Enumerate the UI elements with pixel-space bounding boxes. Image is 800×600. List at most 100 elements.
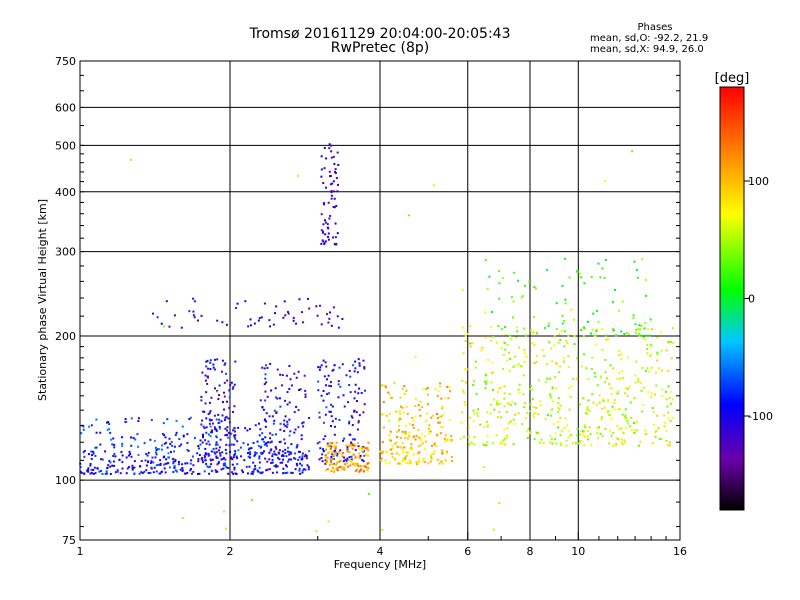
data-point bbox=[268, 458, 271, 461]
data-point bbox=[188, 418, 191, 421]
data-point bbox=[441, 426, 444, 429]
data-point bbox=[594, 375, 597, 378]
data-point bbox=[607, 410, 610, 413]
data-point bbox=[233, 405, 236, 408]
data-point bbox=[588, 426, 591, 429]
data-point bbox=[350, 441, 353, 444]
data-point bbox=[348, 444, 351, 447]
data-point bbox=[670, 390, 673, 393]
data-point bbox=[202, 436, 205, 439]
data-point bbox=[192, 464, 195, 467]
data-point bbox=[633, 397, 636, 400]
data-point bbox=[534, 287, 537, 290]
data-point bbox=[192, 297, 195, 300]
data-point bbox=[220, 458, 223, 461]
data-point bbox=[490, 403, 493, 406]
data-point bbox=[586, 406, 589, 409]
data-point bbox=[305, 457, 308, 460]
data-point bbox=[217, 449, 220, 452]
data-point bbox=[343, 466, 346, 469]
data-point bbox=[258, 317, 261, 320]
data-point bbox=[224, 427, 227, 430]
data-point bbox=[399, 437, 402, 440]
data-point bbox=[497, 403, 500, 406]
data-point bbox=[297, 370, 300, 373]
data-point bbox=[563, 330, 566, 333]
data-point bbox=[297, 458, 300, 461]
data-point bbox=[258, 461, 261, 464]
data-point bbox=[162, 325, 165, 328]
data-point bbox=[464, 339, 467, 342]
data-point bbox=[595, 330, 598, 333]
data-point bbox=[341, 455, 344, 458]
data-point bbox=[403, 446, 406, 449]
data-point bbox=[220, 420, 223, 423]
data-point bbox=[283, 438, 286, 441]
data-point bbox=[304, 395, 307, 398]
data-point bbox=[584, 426, 587, 429]
data-point bbox=[591, 393, 594, 396]
data-point bbox=[569, 395, 572, 398]
data-point bbox=[181, 467, 184, 470]
data-point bbox=[490, 311, 493, 314]
data-point bbox=[348, 420, 351, 423]
data-point bbox=[412, 426, 415, 429]
data-point bbox=[230, 456, 233, 459]
data-point bbox=[161, 432, 164, 435]
data-point bbox=[342, 394, 345, 397]
data-point bbox=[324, 454, 327, 457]
data-point bbox=[266, 366, 269, 369]
data-point bbox=[126, 467, 129, 470]
data-point bbox=[484, 336, 487, 339]
data-point bbox=[161, 444, 164, 447]
data-point bbox=[330, 194, 333, 197]
data-point bbox=[648, 334, 651, 337]
data-point bbox=[410, 446, 413, 449]
data-point bbox=[500, 347, 503, 350]
data-point bbox=[567, 436, 570, 439]
data-point bbox=[210, 459, 213, 462]
data-point bbox=[279, 428, 282, 431]
data-point bbox=[304, 389, 307, 392]
data-point bbox=[204, 439, 207, 442]
data-point bbox=[94, 446, 97, 449]
data-point bbox=[105, 470, 108, 473]
data-point bbox=[339, 385, 342, 388]
data-point bbox=[284, 415, 287, 418]
data-point bbox=[329, 381, 332, 384]
data-point bbox=[234, 360, 237, 363]
data-point bbox=[496, 402, 499, 405]
data-point bbox=[526, 436, 529, 439]
data-point bbox=[167, 462, 170, 465]
data-point bbox=[429, 460, 432, 463]
data-point bbox=[362, 411, 365, 414]
data-point bbox=[523, 327, 526, 330]
data-point bbox=[505, 436, 508, 439]
data-point bbox=[335, 204, 338, 207]
data-point bbox=[624, 441, 627, 444]
data-point bbox=[285, 374, 288, 377]
data-point bbox=[554, 432, 557, 435]
data-point bbox=[279, 405, 282, 408]
data-point bbox=[534, 411, 537, 414]
data-point bbox=[484, 259, 487, 262]
data-point bbox=[334, 463, 337, 466]
data-point bbox=[557, 420, 560, 423]
data-point bbox=[274, 396, 277, 399]
data-point bbox=[209, 367, 212, 370]
data-point bbox=[215, 447, 218, 450]
data-point bbox=[533, 344, 536, 347]
data-point bbox=[219, 438, 222, 441]
data-point bbox=[530, 329, 533, 332]
data-point bbox=[441, 405, 444, 408]
data-point bbox=[324, 456, 327, 459]
data-point bbox=[528, 280, 531, 283]
data-point bbox=[630, 416, 633, 419]
data-point bbox=[227, 417, 230, 420]
data-point bbox=[602, 400, 605, 403]
data-point bbox=[552, 400, 555, 403]
data-point bbox=[624, 408, 627, 411]
data-point bbox=[322, 181, 325, 184]
data-point bbox=[155, 464, 158, 467]
data-point bbox=[352, 453, 355, 456]
